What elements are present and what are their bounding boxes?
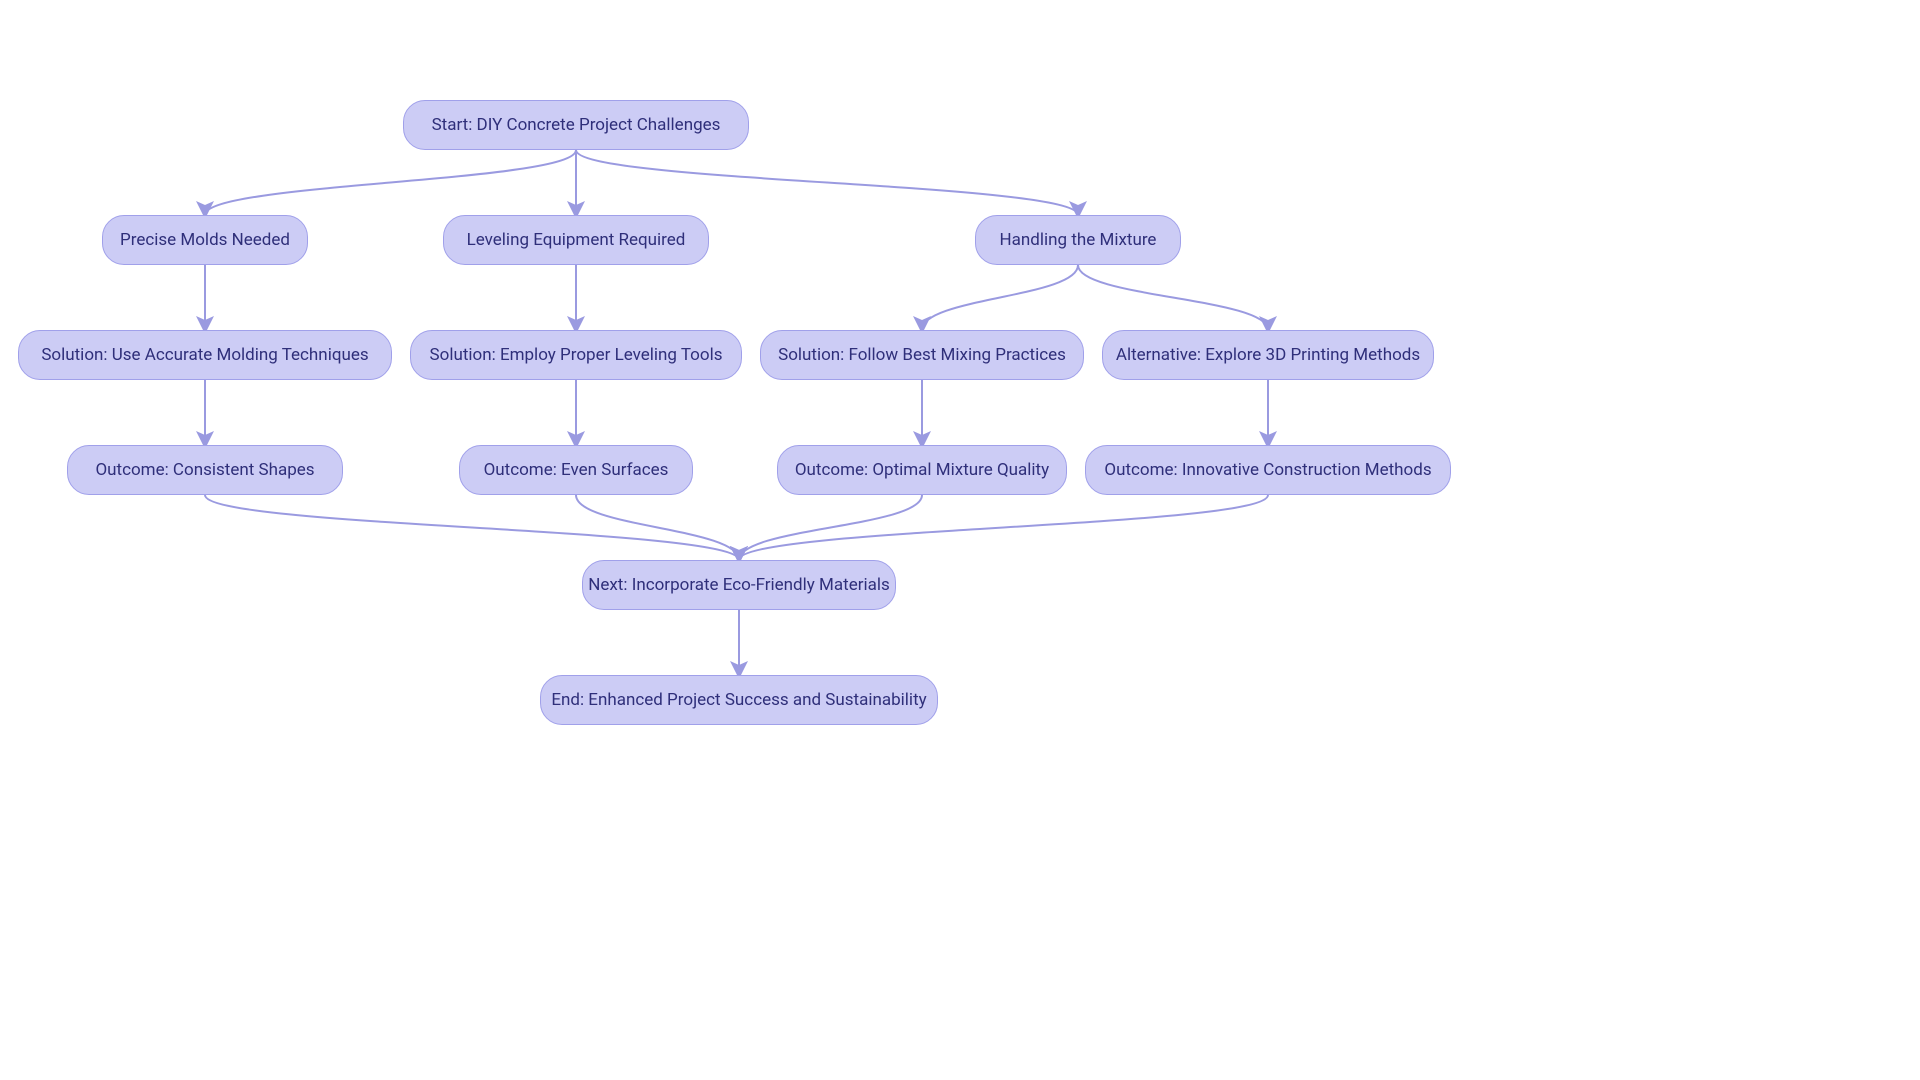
flowchart-edge [576,495,739,560]
flowchart-node: Handling the Mixture [975,215,1181,265]
node-label: Leveling Equipment Required [467,230,686,250]
flowchart-edge [205,495,739,560]
node-label: Outcome: Consistent Shapes [95,460,314,480]
flowchart-edge [205,150,576,215]
edges-layer [0,0,1920,1080]
node-label: Precise Molds Needed [120,230,290,250]
flowchart-edge [922,265,1078,330]
flowchart-edge [1078,265,1268,330]
flowchart-node: Solution: Use Accurate Molding Technique… [18,330,392,380]
node-label: End: Enhanced Project Success and Sustai… [551,690,926,710]
flowchart-node: Outcome: Even Surfaces [459,445,693,495]
flowchart-node: Outcome: Consistent Shapes [67,445,343,495]
node-label: Solution: Follow Best Mixing Practices [778,345,1066,365]
node-label: Handling the Mixture [1000,230,1157,250]
node-label: Start: DIY Concrete Project Challenges [432,115,721,135]
flowchart-node: Solution: Follow Best Mixing Practices [760,330,1084,380]
flowchart-node: End: Enhanced Project Success and Sustai… [540,675,938,725]
flowchart-node: Start: DIY Concrete Project Challenges [403,100,749,150]
flowchart-edge [739,495,1268,560]
flowchart-node: Solution: Employ Proper Leveling Tools [410,330,742,380]
node-label: Solution: Use Accurate Molding Technique… [41,345,368,365]
node-label: Outcome: Optimal Mixture Quality [795,460,1049,480]
flowchart-canvas: Start: DIY Concrete Project Challenges Pr… [0,0,1920,1080]
flowchart-edge [576,150,1078,215]
flowchart-node: Next: Incorporate Eco-Friendly Materials [582,560,896,610]
node-label: Solution: Employ Proper Leveling Tools [430,345,723,365]
node-label: Alternative: Explore 3D Printing Methods [1116,345,1420,365]
node-label: Outcome: Even Surfaces [484,460,669,480]
node-label: Next: Incorporate Eco-Friendly Materials [588,575,890,595]
node-label: Outcome: Innovative Construction Methods [1104,460,1431,480]
flowchart-node: Outcome: Innovative Construction Methods [1085,445,1451,495]
flowchart-edge [739,495,922,560]
flowchart-node: Outcome: Optimal Mixture Quality [777,445,1067,495]
flowchart-node: Leveling Equipment Required [443,215,709,265]
flowchart-node: Alternative: Explore 3D Printing Methods [1102,330,1434,380]
flowchart-node: Precise Molds Needed [102,215,308,265]
